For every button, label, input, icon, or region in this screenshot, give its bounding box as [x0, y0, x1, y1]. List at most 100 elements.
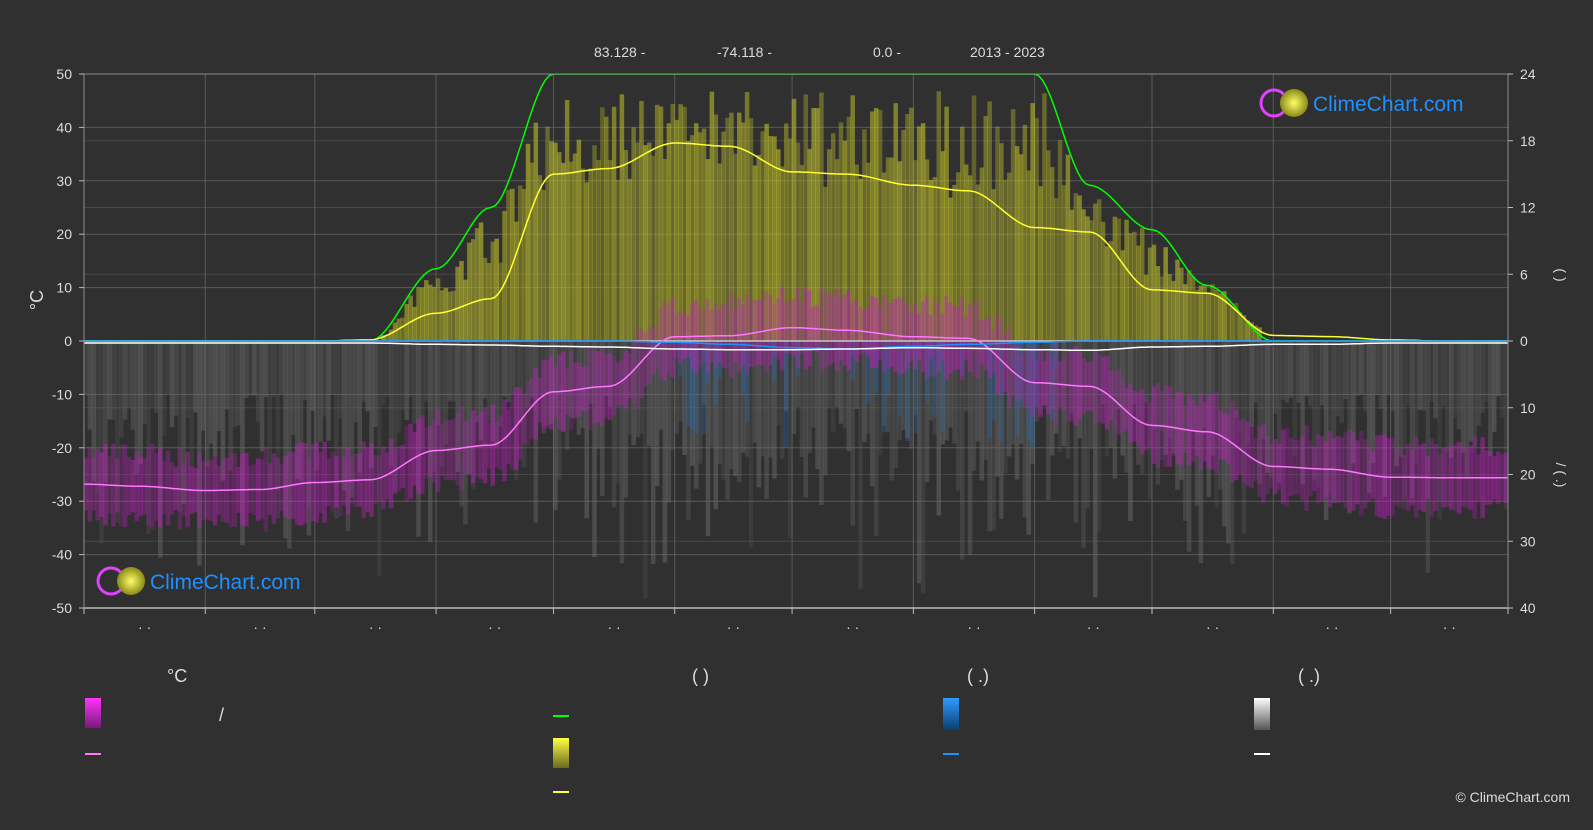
snow-day-bar	[979, 341, 985, 481]
snow-day-bar	[650, 341, 656, 564]
snow-day-bar	[1136, 341, 1141, 465]
sunshine-day-bar	[682, 106, 687, 341]
snow-day-bar	[482, 341, 488, 399]
temp-day-range	[1233, 409, 1239, 480]
snow-day-bar	[1269, 341, 1274, 478]
sunshine-day-bar	[384, 334, 390, 341]
rain-day-bar	[987, 341, 992, 439]
temp-day-range	[975, 301, 981, 379]
snow-day-bar	[795, 341, 801, 407]
snow-day-bar	[353, 341, 359, 423]
snow-day-bar	[737, 341, 742, 483]
snow-day-bar	[1081, 341, 1086, 548]
snow-day-bar	[435, 341, 441, 426]
sunshine-day-bar	[541, 189, 546, 341]
temp-day-range	[1124, 387, 1129, 432]
y-left-tick-label: 0	[64, 333, 72, 349]
snow-day-bar	[1499, 341, 1505, 418]
sunshine-day-bar	[631, 127, 636, 341]
snow-day-bar	[138, 341, 143, 465]
sunshine-day-bar	[1198, 285, 1204, 341]
temp-day-range	[416, 418, 421, 495]
sunshine-day-bar	[1163, 247, 1168, 341]
snow-day-bar	[1233, 341, 1239, 418]
snow-day-bar	[193, 341, 198, 413]
snow-day-bar	[1151, 341, 1157, 430]
snow-day-bar	[467, 341, 472, 474]
snow-day-bar	[560, 341, 566, 433]
temperature-line	[84, 326, 1508, 492]
legend-rain-band-swatch	[943, 698, 959, 730]
temp-day-range	[658, 308, 664, 379]
temp-day-range	[529, 377, 535, 440]
snow-day-bar	[1386, 341, 1391, 395]
snow-day-bar	[1304, 341, 1309, 396]
sunshine-day-bar	[916, 126, 922, 342]
snow-day-bar	[1398, 341, 1403, 458]
snow-day-bar	[1359, 341, 1364, 395]
snow-day-bar	[185, 341, 190, 419]
snow-day-bar	[424, 341, 429, 402]
snow-day-bar	[662, 341, 668, 563]
snow-day-bar	[447, 341, 453, 402]
snow-day-bar	[705, 341, 711, 537]
snow-day-bar	[1010, 341, 1016, 445]
sunshine-day-bar	[834, 159, 840, 341]
sunshine-day-bar	[963, 164, 969, 341]
sunshine-day-bar	[967, 175, 973, 341]
sunshine-day-bar	[983, 115, 988, 341]
temp-day-range	[650, 328, 656, 374]
temp-day-range	[1237, 420, 1243, 476]
snow-day-bar	[1449, 341, 1454, 459]
snow-day-bar	[627, 341, 632, 435]
snow-day-bar	[952, 341, 957, 444]
snow-day-bar	[529, 341, 535, 398]
sunshine-day-bar	[1057, 140, 1063, 341]
snow-day-bar	[365, 341, 370, 412]
snow-day-bar	[165, 341, 171, 395]
sunshine-day-bar	[1167, 273, 1172, 341]
sunshine-day-bar	[948, 197, 953, 341]
temp-day-range	[1006, 325, 1012, 408]
snow-day-bar	[1492, 341, 1497, 432]
temp-day-range	[635, 326, 640, 410]
temp-day-range	[627, 353, 632, 399]
snow-day-bar	[1229, 341, 1235, 564]
sunshine-day-bar	[1143, 274, 1149, 341]
sunshine-day-bar	[1081, 209, 1086, 341]
sunshine-day-bar	[1241, 315, 1247, 341]
sunshine-day-bar	[576, 139, 582, 341]
snow-day-bar	[639, 341, 644, 434]
snow-day-bar	[474, 341, 480, 422]
snow-day-bar	[635, 341, 640, 438]
snow-day-bar	[201, 341, 206, 431]
x-month-label: · ·	[253, 619, 266, 635]
sunshine-day-bar	[866, 162, 871, 341]
snow-day-bar	[1265, 341, 1270, 473]
snow-day-bar	[658, 341, 664, 430]
daily-bands	[84, 91, 1508, 599]
temp-day-range	[1249, 424, 1255, 489]
snow-day-bar	[1139, 341, 1145, 475]
snow-day-bar	[881, 341, 887, 427]
x-month-label: · ·	[369, 619, 382, 635]
sunshine-day-bar	[521, 189, 527, 341]
rain-day-bar	[1014, 341, 1020, 436]
snow-day-bar	[744, 341, 750, 457]
snow-day-bar	[212, 341, 218, 456]
rain-day-bar	[705, 341, 711, 383]
sunshine-day-bar	[870, 111, 875, 341]
sunshine-day-bar	[862, 129, 867, 341]
sunshine-day-bar	[635, 142, 640, 341]
sunshine-day-bar	[1124, 219, 1129, 341]
snow-day-bar	[204, 341, 210, 467]
snow-day-bar	[1362, 341, 1368, 412]
snow-day-bar	[533, 341, 539, 523]
snow-day-bar	[208, 341, 214, 444]
logo-top-right: ClimeChart.com	[1259, 88, 1464, 118]
snow-day-bar	[384, 341, 390, 397]
sunshine-day-bar	[1190, 276, 1196, 341]
snow-day-bar	[674, 341, 679, 434]
sunshine-day-bar	[897, 161, 902, 341]
